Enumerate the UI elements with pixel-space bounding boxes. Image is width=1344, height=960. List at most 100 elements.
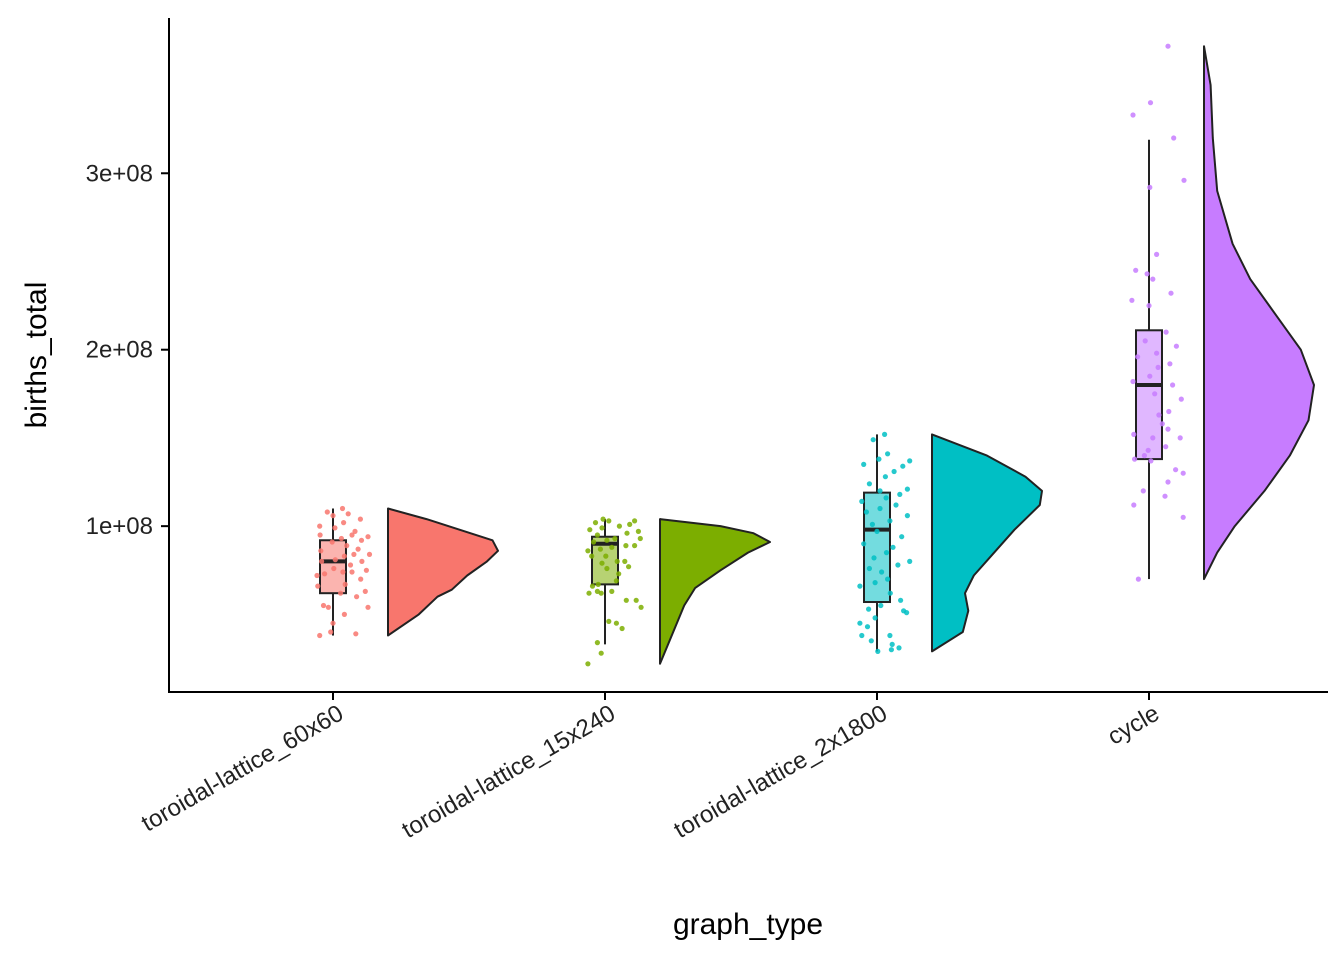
x-axis-title: graph_type [673,908,823,941]
data-point [882,474,889,480]
data-point [876,456,882,462]
data-point [351,551,357,558]
data-point [878,602,884,609]
data-point [1163,444,1169,450]
y-tick-label: 1e+08 [86,513,153,540]
data-point [604,565,610,572]
data-point [349,569,355,575]
data-point [599,525,605,531]
data-point [352,528,358,535]
data-point [332,557,338,563]
data-point [1177,435,1183,441]
data-point [338,590,344,596]
x-tick-label: toroidal-lattice_60x60 [137,700,348,837]
data-point [619,625,625,632]
data-point [889,641,895,648]
data-point [603,553,609,559]
data-point [875,648,881,655]
data-point [632,518,638,524]
data-point [635,528,642,535]
data-point [887,518,893,524]
data-point [1181,177,1187,183]
data-point [332,525,338,531]
data-point [366,551,373,558]
data-point [613,578,620,584]
data-point [606,518,612,524]
data-point [904,486,911,492]
data-point [359,558,365,565]
data-point [598,590,604,596]
data-point [1142,338,1148,344]
data-point [317,523,323,529]
data-point [871,555,877,561]
data-point [1148,458,1154,464]
data-point [859,632,865,639]
data-point [354,594,360,600]
density-cloud [659,518,771,665]
data-point [885,576,891,582]
data-point [342,581,348,588]
data-point [591,539,597,545]
data-point [632,543,638,549]
x-tick-label: toroidal-lattice_15x240 [397,700,620,844]
data-point [344,543,350,549]
data-point [338,535,344,542]
data-point [1144,271,1150,277]
data-point [870,437,876,443]
data-point [887,632,893,639]
data-point [318,548,324,554]
data-point [597,546,604,552]
data-point [587,527,593,533]
data-point [1166,408,1172,415]
data-point [1167,361,1173,367]
data-point [893,502,899,508]
data-point [872,615,878,621]
data-point [614,558,620,565]
data-point [1163,329,1169,335]
data-point [887,590,893,596]
data-point [595,581,601,588]
data-point [1140,488,1146,494]
y-axis-title: births_total [20,282,53,429]
data-point [872,580,878,586]
data-point [1135,576,1141,582]
data-point [1150,435,1156,441]
data-point [330,620,336,626]
data-point [585,548,591,554]
data-point [1165,426,1171,432]
data-point [859,498,865,504]
data-point [868,638,874,644]
data-point [586,590,592,596]
data-point [599,560,605,566]
data-point [866,481,873,487]
data-point [594,640,601,646]
data-point [1146,303,1152,309]
data-point [329,539,335,545]
data-point [861,461,867,467]
x-tick-label: toroidal-lattice_2x1800 [669,700,892,844]
y-tick-label: 3e+08 [86,160,153,187]
category-group [1129,43,1315,582]
data-point [349,532,355,538]
data-point [637,535,643,542]
data-point [1152,391,1158,397]
data-point [857,583,863,589]
data-point [314,572,320,579]
data-point [891,468,897,475]
data-point [633,597,639,603]
data-point [1131,502,1137,508]
data-point [883,495,889,501]
data-point [600,516,606,522]
data-point [904,610,910,616]
data-point [347,562,354,568]
data-point [1173,343,1179,349]
data-point [1129,297,1135,303]
data-point [341,553,347,559]
x-tick-label: cycle [1103,700,1164,751]
data-point [365,604,371,610]
category-group [585,516,771,667]
data-point [899,534,905,540]
data-point [895,562,901,568]
data-point [883,550,890,556]
